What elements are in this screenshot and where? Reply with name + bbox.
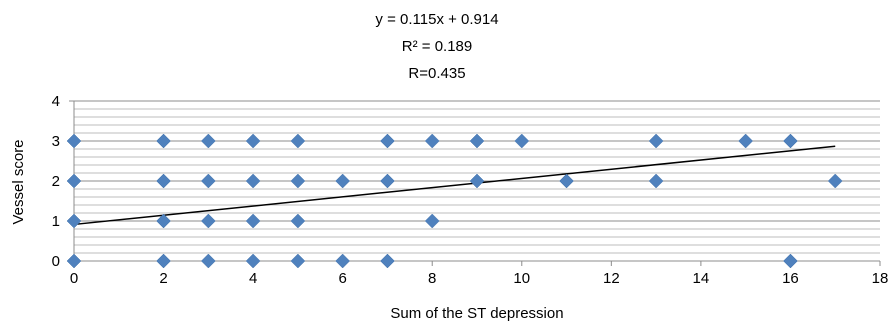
data-point: [66, 213, 82, 229]
y-tick-label: 0: [52, 253, 60, 270]
y-tick-labels: 0 1 2 3 4: [52, 93, 60, 270]
data-point: [469, 173, 485, 189]
data-points: [66, 133, 843, 269]
r-squared-label: R² = 0.189: [402, 38, 472, 55]
data-point: [783, 253, 798, 269]
y-tick-label: 2: [52, 173, 60, 190]
x-tick-label: 4: [249, 270, 257, 287]
data-point: [469, 133, 485, 149]
data-point: [156, 133, 171, 149]
data-point: [245, 213, 261, 229]
data-point: [290, 133, 306, 149]
data-point: [66, 253, 82, 269]
data-point: [66, 133, 82, 149]
data-point: [290, 173, 306, 189]
x-tick-label: 10: [513, 270, 530, 287]
r-label: R=0.435: [408, 65, 465, 82]
data-point: [827, 173, 843, 189]
x-tick-labels: 0 2 4 6 8 10 12 14 16 18: [70, 270, 889, 287]
data-point: [156, 213, 171, 229]
regression-equation: y = 0.115x + 0.914: [375, 11, 498, 28]
y-tick-label: 1: [52, 213, 60, 230]
data-point: [380, 173, 395, 189]
data-point: [245, 133, 261, 149]
data-point: [559, 173, 574, 189]
data-point: [156, 253, 171, 269]
data-point: [514, 133, 530, 149]
trendline: [73, 145, 836, 226]
trendline-group: [73, 145, 836, 226]
chart-annotations: y = 0.115x + 0.914 R² = 0.189 R=0.435: [375, 11, 498, 82]
data-point: [200, 173, 216, 189]
x-tick-label: 8: [428, 270, 436, 287]
data-point: [380, 133, 395, 149]
data-point: [335, 173, 351, 189]
data-point: [290, 213, 306, 229]
data-point: [290, 253, 306, 269]
data-point: [200, 213, 216, 229]
data-point: [783, 133, 798, 149]
y-tick-label: 4: [52, 93, 60, 110]
x-tick-label: 6: [338, 270, 346, 287]
data-point: [245, 253, 261, 269]
x-axis-title: Sum of the ST depression: [390, 305, 563, 322]
x-tick-label: 0: [70, 270, 78, 287]
data-point: [424, 133, 440, 149]
x-tick-label: 14: [693, 270, 710, 287]
data-point: [648, 133, 664, 149]
x-tick-label: 2: [159, 270, 167, 287]
data-point: [648, 173, 664, 189]
x-tick-label: 18: [872, 270, 889, 287]
data-point: [738, 133, 754, 149]
y-tick-label: 3: [52, 133, 60, 150]
x-tick-label: 16: [782, 270, 799, 287]
data-point: [335, 253, 351, 269]
data-point: [424, 213, 440, 229]
data-point: [200, 253, 216, 269]
data-point: [156, 173, 171, 189]
data-point: [245, 173, 261, 189]
x-tick-label: 12: [603, 270, 620, 287]
data-point: [380, 253, 395, 269]
y-axis-title: Vessel score: [10, 139, 27, 224]
data-point: [66, 173, 82, 189]
data-point: [200, 133, 216, 149]
